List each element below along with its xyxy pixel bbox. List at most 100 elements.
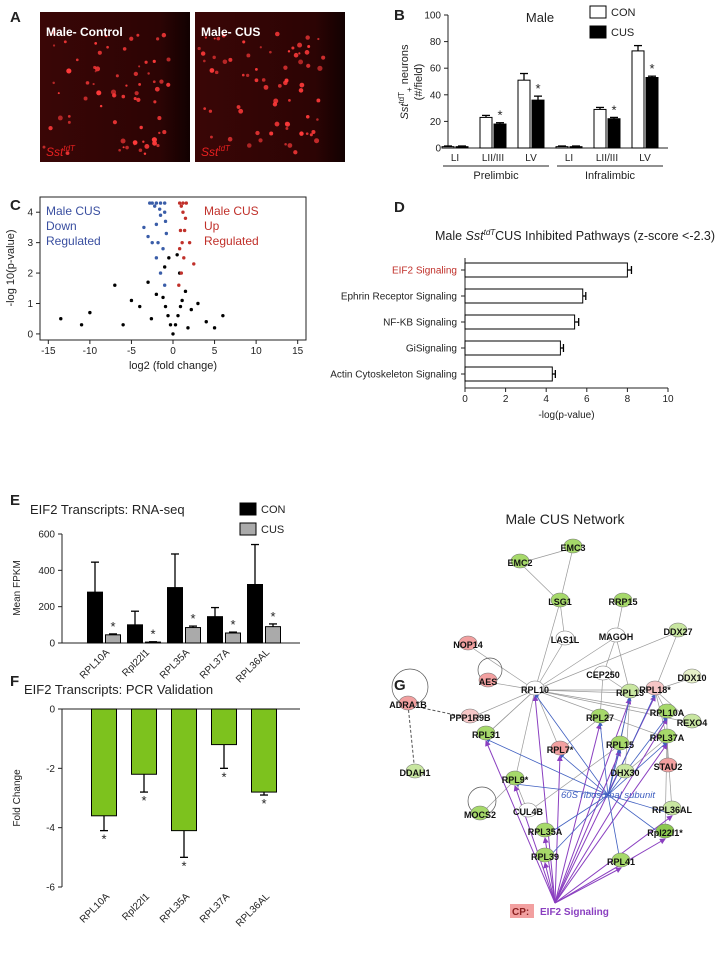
node-label: PPP1R9B [449,713,491,723]
edge [607,716,668,796]
node [668,622,688,638]
bar [464,340,561,356]
cell [122,146,125,149]
y-axis-label: Mean FPKM [12,560,23,616]
edge [534,636,617,691]
x-tick-label: RPL10A [78,891,112,925]
node [682,713,702,729]
point [156,240,160,245]
edge [544,794,609,837]
cell [222,59,228,65]
cell [293,150,298,155]
node [610,735,630,751]
point [146,280,150,284]
superscript: tdT [397,92,406,104]
edge [534,601,561,691]
y-tick-label: 80 [430,37,442,48]
node [550,740,570,756]
cell [65,151,70,155]
point [192,262,196,266]
cell [246,73,250,78]
point [161,295,165,300]
cell [106,45,109,49]
node-label: RPL10 [521,685,549,695]
cell [285,126,289,130]
bar [131,708,157,775]
node-label: RPL27 [586,713,614,723]
cell [287,143,293,148]
bar [247,584,263,644]
cell [92,82,95,86]
y-tick-label: 0 [49,639,55,650]
y-tick-label: 100 [424,11,441,22]
pathway-label: EIF2 Signaling [540,907,609,918]
cell [317,37,320,41]
point [167,256,171,260]
cell [305,35,310,40]
cell [203,59,206,63]
node-label: RPL10A [650,708,685,718]
point [183,216,188,220]
cell [120,138,126,144]
cell [154,86,160,92]
node-label: DHX30 [610,768,639,778]
node [611,852,631,868]
cell [314,138,320,144]
cell [284,121,289,126]
cell [210,135,213,139]
point [158,201,163,205]
annotation: Down [46,219,77,233]
significance: * [611,102,616,117]
x-tick-label: -5 [127,346,136,357]
y-tick-label: -4 [46,823,55,834]
point [177,247,182,251]
edge [554,698,632,904]
node [620,683,640,699]
node-label: LAS1L [551,635,580,645]
node-label: CEP250 [586,670,620,680]
annotation: Male CUS [204,204,259,218]
node-label: RPL9* [502,775,529,785]
cell [298,52,301,55]
y-tick-label: 40 [430,90,442,101]
node [593,665,613,681]
cell [162,130,167,135]
bar [185,627,201,644]
cell [132,140,138,145]
cell [321,55,326,60]
node [476,725,496,741]
edge [664,737,668,834]
legend-swatch [589,25,607,39]
y-tick-label: 60 [430,64,442,75]
cell [115,74,119,78]
cell [156,143,160,148]
point [166,313,170,318]
point [189,307,193,312]
cell [138,148,143,152]
cell [254,67,258,71]
cell [93,65,97,70]
cell [259,46,262,49]
cell [161,32,167,38]
bar [493,123,507,149]
node-label: RPL36AL [652,805,693,815]
node [555,630,575,646]
cell [83,96,88,101]
node-label: RPL7* [547,745,574,755]
title-text: CUS Inhibited Pathways (z-score <-2.3) [495,229,715,243]
bar [517,79,531,149]
cell [139,125,143,130]
node [518,802,538,818]
legend-label: CON [261,504,286,516]
node [682,668,702,684]
cell [138,65,141,68]
significance: * [535,81,540,96]
cell [297,42,303,48]
point [162,201,167,205]
point [154,201,159,205]
node-label: MAGOH [599,632,634,642]
point [142,225,146,230]
edge [485,689,536,736]
node-label: RPL15 [606,740,634,750]
y-tick-label: Actin Cytoskeleton Signaling [330,370,457,381]
